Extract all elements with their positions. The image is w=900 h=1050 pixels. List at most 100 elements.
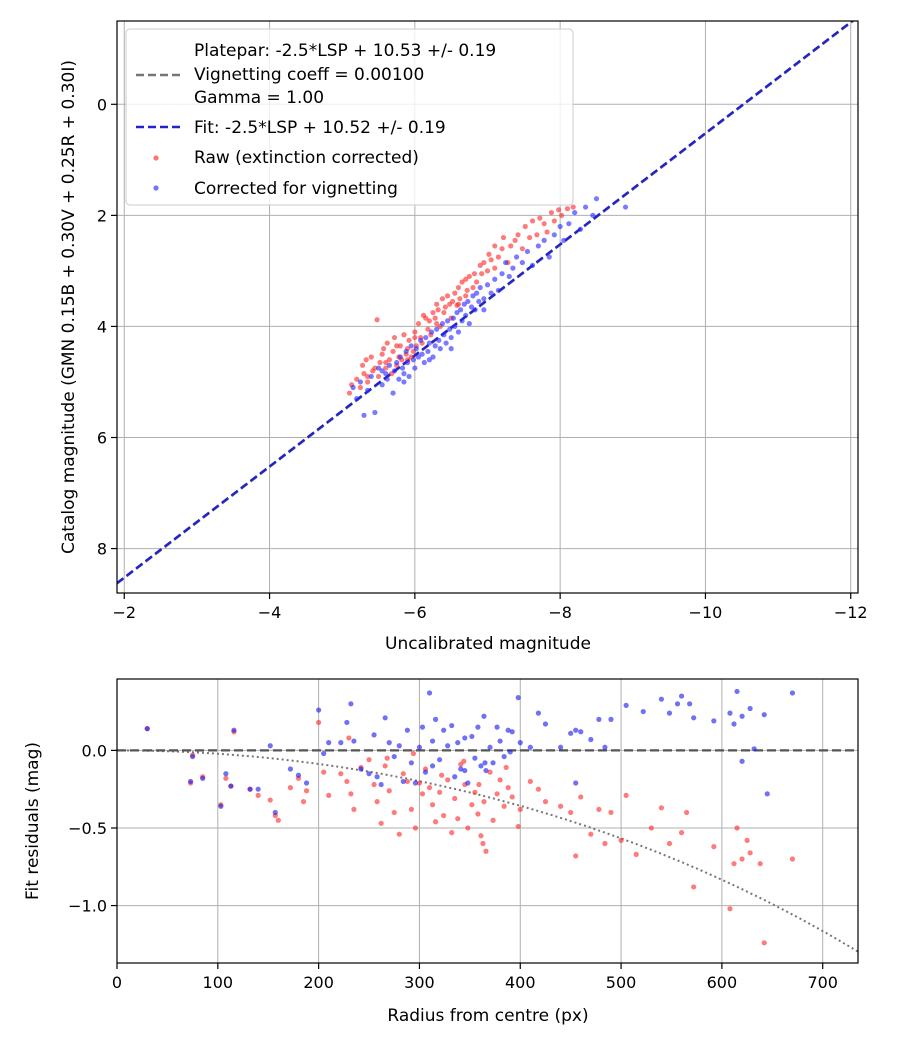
calibration-point [377, 359, 383, 366]
legend-label-raw: Raw (extinction corrected) [194, 148, 419, 168]
calibration-point [390, 348, 396, 355]
residuals-x-tick-label: 100 [203, 973, 234, 992]
residuals-point [568, 730, 574, 736]
residuals-point [480, 840, 486, 847]
residuals-point [366, 757, 372, 763]
residuals-point [344, 778, 350, 785]
residuals-x-tick-label: 300 [404, 973, 435, 992]
calibration-point [354, 396, 360, 402]
residuals-point [497, 738, 503, 744]
residuals-point [200, 775, 206, 781]
calibration-point [590, 212, 596, 218]
residuals-point [267, 743, 273, 749]
legend-entry-platepar: Platepar: -2.5*LSP + 10.53 +/- 0.19 [194, 41, 496, 61]
calibration-point [541, 237, 547, 243]
calibration-point [463, 293, 469, 299]
calibration-x-tick-label: −8 [548, 603, 572, 622]
residuals-point [255, 786, 261, 792]
calibration-point [365, 379, 371, 385]
residuals-point [623, 792, 629, 798]
residuals-point [727, 906, 733, 912]
calibration-point [495, 254, 501, 260]
residuals-point [476, 781, 482, 788]
residuals-point [371, 781, 377, 788]
residuals-point [678, 830, 685, 836]
calibration-point [474, 279, 480, 285]
calibration-point [492, 265, 498, 271]
residuals-point [727, 710, 733, 716]
residuals-point [648, 825, 654, 831]
residuals-point [739, 713, 745, 719]
calibration-point [423, 334, 429, 341]
calibration-point [443, 340, 449, 346]
residuals-point [351, 738, 357, 744]
residuals-point [391, 809, 397, 816]
calibration-point [450, 315, 456, 321]
residuals-point [351, 806, 357, 812]
calibration-point [570, 204, 576, 210]
calibration-point [481, 296, 487, 302]
residuals-point [366, 771, 372, 777]
calibration-point [354, 376, 360, 382]
calibration-point [593, 196, 600, 202]
residuals-point [761, 712, 767, 718]
legend-entry-vignetting: Vignetting coeff = 0.00100 [136, 65, 424, 85]
residuals-y-tick-label: −0.5 [68, 819, 107, 838]
residuals-point [515, 695, 521, 701]
residuals-point [764, 791, 770, 797]
residuals-point [478, 763, 484, 769]
residuals-point [465, 825, 471, 831]
calibration-point [458, 307, 464, 313]
calibration-point [372, 409, 378, 416]
residuals-reference-lines [117, 749, 858, 953]
residuals-point [410, 750, 416, 757]
residuals-point [231, 727, 237, 733]
residuals-point [527, 778, 533, 785]
calibration-point [441, 332, 447, 338]
residuals-point [275, 817, 281, 823]
calibration-point [484, 268, 491, 274]
calibration-point [499, 246, 505, 252]
residuals-point [542, 799, 549, 805]
calibration-point [408, 343, 414, 349]
calibration-point [470, 284, 476, 291]
residuals-point [472, 755, 478, 761]
calibration-point [415, 321, 422, 327]
residuals-point [432, 716, 439, 722]
residuals-point [608, 716, 614, 722]
residuals-x-tick-label: 400 [505, 973, 536, 992]
residuals-ticks: 0 100 200 300 400 500 600 700 0.0 −0.5 −1.0 [68, 741, 838, 992]
residuals-x-tick-label: 200 [303, 973, 334, 992]
legend: Platepar: -2.5*LSP + 10.53 +/- 0.19 Vign… [125, 28, 574, 206]
residuals-x-tick-label: 700 [807, 973, 838, 992]
legend-entry-gamma: Gamma = 1.00 [194, 88, 324, 108]
calibration-point [522, 223, 528, 230]
calibration-point [386, 362, 393, 368]
calibration-point [471, 271, 478, 277]
residuals-point [568, 809, 574, 816]
residuals-points [144, 688, 796, 946]
calibration-point [401, 379, 407, 385]
calibration-point [466, 321, 472, 327]
calibration-x-tick-label: −6 [403, 603, 427, 622]
legend-label-fit: Fit: -2.5*LSP + 10.52 +/- 0.19 [194, 118, 446, 138]
calibration-point [390, 390, 396, 396]
residuals-point [449, 830, 455, 836]
calibration-point [350, 384, 356, 391]
residuals-point [789, 856, 796, 862]
residuals-point [344, 719, 350, 726]
residuals-point [739, 856, 745, 862]
residuals-point [303, 788, 310, 794]
residuals-point [449, 722, 455, 729]
residuals-point [437, 789, 443, 795]
residuals-point [455, 740, 461, 746]
residuals-point [465, 780, 471, 786]
calibration-point [444, 318, 451, 324]
calibration-point [426, 357, 432, 363]
residuals-point [371, 732, 377, 738]
calibration-point [474, 290, 480, 296]
residuals-point [426, 785, 433, 791]
calibration-point [425, 348, 431, 355]
calibration-point [506, 273, 512, 280]
calibration-point [457, 296, 463, 302]
